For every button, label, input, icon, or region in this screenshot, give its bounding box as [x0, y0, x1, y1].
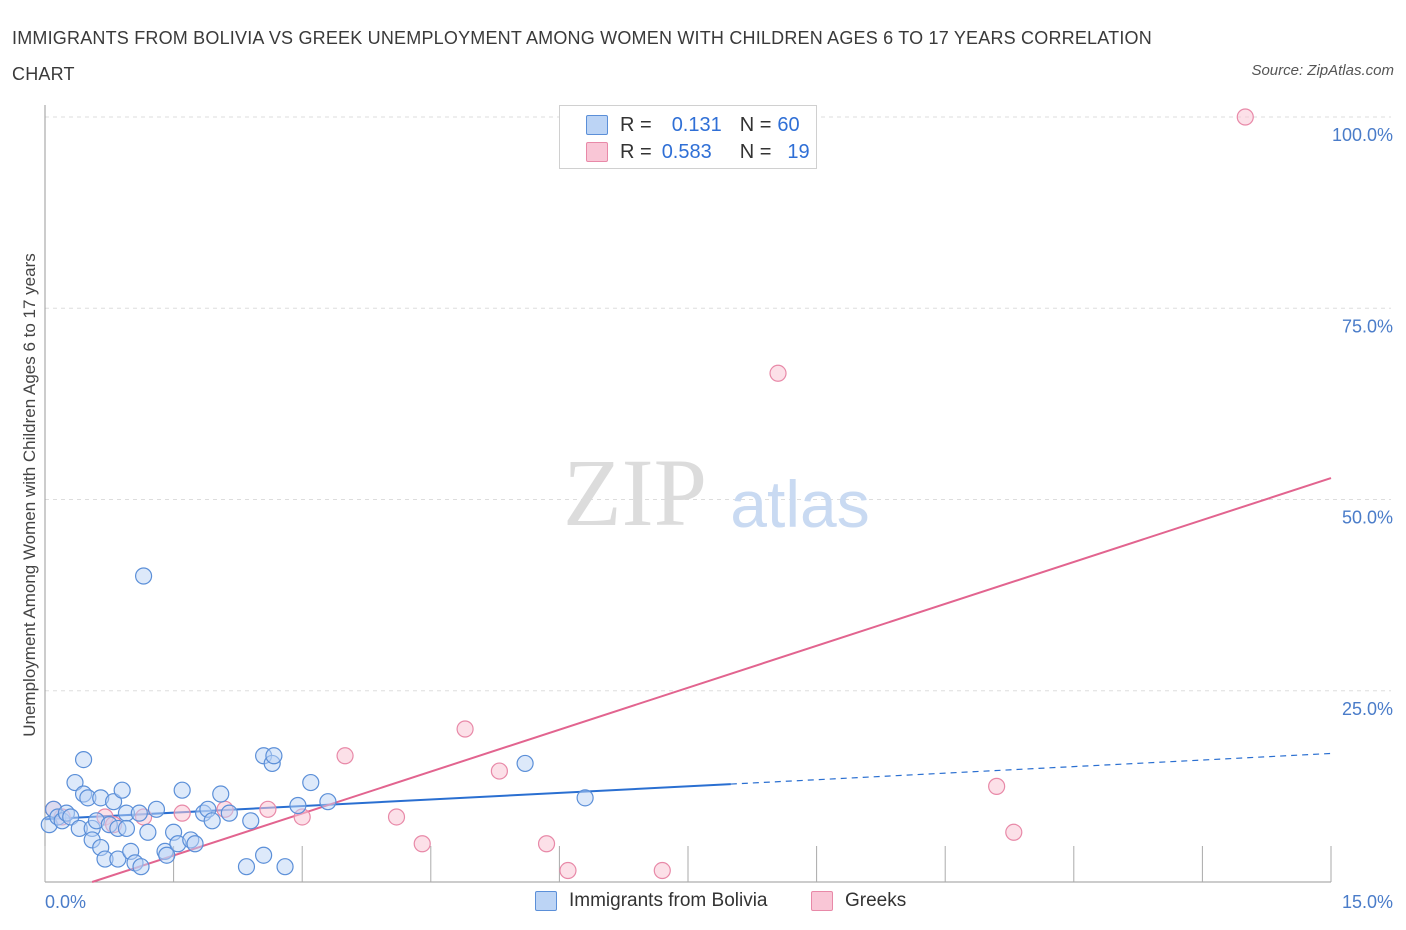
bolivia-point [132, 858, 150, 876]
greeks-point [653, 861, 671, 880]
greeks-point [336, 747, 354, 765]
bolivia-point [62, 808, 80, 826]
bolivia-point [186, 835, 204, 853]
bolivia-legend-swatch [535, 891, 557, 911]
data-points [40, 108, 1254, 880]
bolivia-legend-label: Immigrants from Bolivia [569, 890, 768, 911]
bolivia-point [139, 823, 157, 841]
bolivia-point [265, 747, 283, 765]
greeks-point [1236, 108, 1254, 126]
n-label: N = [739, 140, 772, 163]
bolivia-point [516, 754, 534, 773]
greeks-point [387, 808, 406, 826]
greeks-point [456, 720, 474, 738]
legend-row-bolivia: R = 0.131 N = 60 [586, 112, 800, 138]
greeks-point [988, 777, 1006, 795]
greeks-point [259, 800, 277, 818]
r-label: R = [620, 140, 652, 163]
greeks-trend-line [91, 477, 1332, 883]
greeks-point [1005, 823, 1023, 841]
bolivia-point [237, 858, 256, 876]
y-tick-label: 25.0% [1342, 699, 1393, 719]
stats-legend: R = 0.131 N = 60 R = 0.583 N = 19 [559, 105, 817, 169]
gridlines [45, 116, 1391, 692]
bolivia-point [109, 850, 127, 868]
greeks-point [769, 364, 787, 382]
bolivia-point [319, 793, 337, 811]
bolivia-point [212, 785, 230, 803]
watermark-atlas: atlas [730, 467, 869, 541]
greeks-n-value: 19 [787, 140, 810, 163]
bolivia-point [74, 750, 93, 769]
series-legend: Immigrants from Bolivia Greeks [0, 890, 1406, 916]
legend-item-bolivia[interactable]: Immigrants from Bolivia [535, 890, 768, 912]
bolivia-point [130, 804, 148, 822]
bolivia-point [104, 793, 123, 811]
bolivia-r-value: 0.131 [671, 113, 722, 136]
y-axis-label: Unemployment Among Women with Children A… [20, 253, 39, 737]
bolivia-point [147, 800, 166, 818]
legend-row-greeks: R = 0.583 N = 19 [586, 139, 810, 165]
n-label: N = [739, 113, 772, 136]
greeks-point [173, 804, 191, 822]
bolivia-point [113, 781, 131, 799]
greeks-legend-label: Greeks [845, 890, 907, 911]
bolivia-point [242, 812, 260, 830]
bolivia-point [220, 804, 238, 822]
bolivia-point [134, 567, 153, 585]
x-tick-label: 15.0% [1342, 892, 1393, 912]
y-tick-label: 75.0% [1342, 316, 1393, 336]
r-label: R = [620, 113, 652, 136]
y-tick-label: 50.0% [1342, 508, 1393, 528]
bolivia-swatch [586, 115, 608, 135]
watermark: ZIP atlas [563, 439, 870, 546]
watermark-zip: ZIP [563, 439, 707, 546]
greeks-legend-swatch [811, 891, 833, 911]
bolivia-point [276, 858, 294, 876]
legend-item-greeks[interactable]: Greeks [811, 890, 906, 912]
bolivia-point [289, 796, 307, 815]
bolivia-point [173, 781, 191, 799]
greeks-point [559, 861, 577, 880]
y-tick-label: 100.0% [1332, 125, 1393, 145]
x-tick-label: 0.0% [45, 892, 86, 912]
tick-labels: 25.0% 50.0% 75.0% 100.0% 0.0% 15.0% [45, 125, 1393, 912]
source-note: Source: ZipAtlas.com [1251, 62, 1394, 79]
greeks-point [490, 762, 508, 780]
chart-title: IMMIGRANTS FROM BOLIVIA VS GREEK UNEMPLO… [12, 28, 1152, 84]
bolivia-point [158, 846, 176, 864]
greeks-r-value: 0.583 [661, 140, 712, 163]
bolivia-trend-extension [730, 752, 1332, 785]
bolivia-point [203, 812, 221, 830]
bolivia-point [66, 773, 84, 792]
greeks-swatch [586, 142, 608, 162]
bolivia-point [576, 789, 594, 807]
axes [44, 105, 1332, 883]
bolivia-point [117, 819, 136, 838]
bolivia-n-value: 60 [777, 113, 800, 136]
bolivia-point [302, 773, 320, 792]
greeks-point [413, 835, 431, 853]
bolivia-point [255, 846, 273, 864]
greeks-point [537, 835, 556, 853]
